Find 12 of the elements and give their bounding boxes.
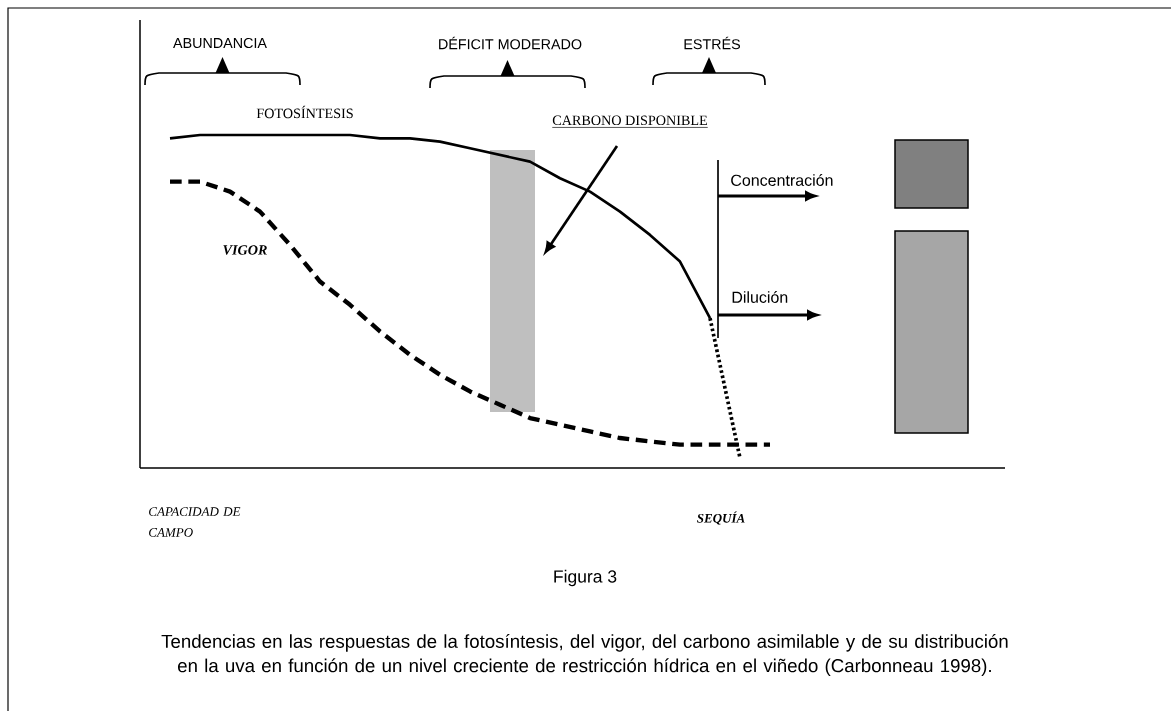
text: Figura 3 [554,569,617,587]
text: SEQUÍA [697,511,745,525]
series-label: VIGOR [223,245,267,255]
text: ESTRÉS [684,36,740,50]
annotation: Dilución [732,291,788,303]
annotation: Concentración [731,174,833,186]
text: Tendencias en las respuestas de la fotosíntesis, del vigor, del carbono asimilable y de su distribución en la uva en función de un nivel creciente de restricción hídrica en el viñedo (Carbonneau 1998). [161,634,1008,676]
text: ABUNDANCIA [173,37,267,49]
text: CAPACIDAD DE CAMPO [149,507,241,537]
text: CARBONO DISPONIBLE [552,115,707,126]
series-label: FOTOSÍNTESIS [256,105,353,119]
text: DÉFICIT MODERADO [439,36,582,50]
